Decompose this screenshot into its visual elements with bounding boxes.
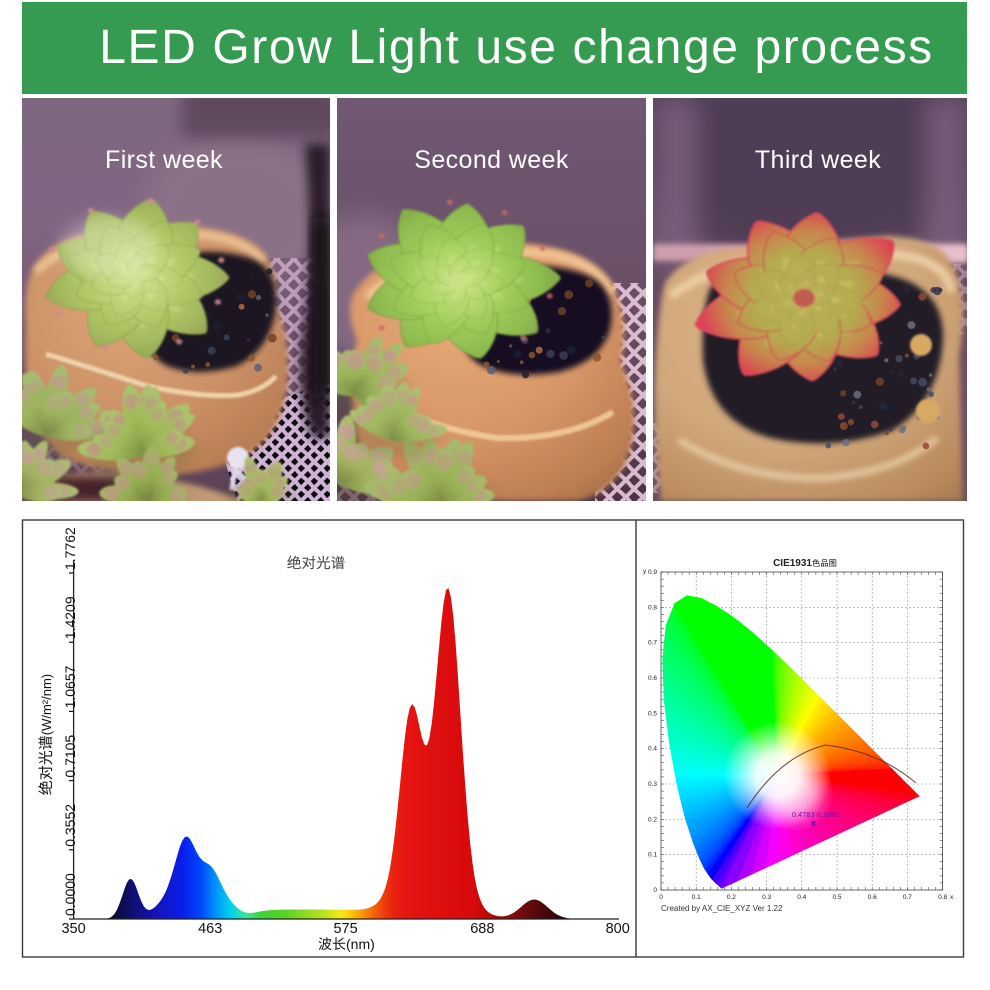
svg-text:575: 575 <box>333 921 357 937</box>
svg-text:1.7762: 1.7762 <box>62 527 78 570</box>
svg-text:0.6: 0.6 <box>648 675 657 682</box>
svg-text:0.2: 0.2 <box>727 894 736 901</box>
svg-text:(nm): (nm) <box>346 936 375 952</box>
svg-text:Created by AX_CIE_XYZ Ver 1.22: Created by AX_CIE_XYZ Ver 1.22 <box>661 904 783 913</box>
svg-text:350: 350 <box>61 921 85 937</box>
svg-text:0.3: 0.3 <box>762 894 771 901</box>
svg-text:0.2: 0.2 <box>648 816 657 823</box>
svg-text:0.3: 0.3 <box>648 781 657 788</box>
svg-text:688: 688 <box>470 921 494 937</box>
svg-text:y: y <box>643 568 647 575</box>
svg-text:0.5: 0.5 <box>648 710 657 717</box>
svg-text:463: 463 <box>198 921 222 937</box>
svg-text:1.4209: 1.4209 <box>62 596 78 639</box>
svg-text:800: 800 <box>606 921 630 937</box>
svg-text:0.4: 0.4 <box>648 746 657 753</box>
svg-text:0.1: 0.1 <box>648 852 657 859</box>
svg-text:0.7: 0.7 <box>903 894 912 901</box>
svg-text:0.8: 0.8 <box>938 894 947 901</box>
svg-text:x: x <box>950 894 954 901</box>
svg-text:0: 0 <box>653 887 657 894</box>
svg-text:0.0000: 0.0000 <box>62 873 78 916</box>
svg-text:0.4783 0.1942: 0.4783 0.1942 <box>792 810 839 819</box>
svg-text:0.9: 0.9 <box>648 569 657 576</box>
svg-text:0.8: 0.8 <box>648 604 657 611</box>
svg-text:0.3552: 0.3552 <box>62 804 78 847</box>
svg-text:1.0657: 1.0657 <box>62 665 78 708</box>
svg-text:0: 0 <box>659 894 663 901</box>
svg-text:0.5: 0.5 <box>832 894 841 901</box>
svg-text:CIE1931: CIE1931 <box>773 558 812 569</box>
svg-text:0.7: 0.7 <box>648 640 657 647</box>
svg-text:0.1: 0.1 <box>692 894 701 901</box>
svg-text:(W/m²/nm): (W/m²/nm) <box>39 674 54 735</box>
svg-text:0.6: 0.6 <box>868 894 877 901</box>
svg-text:0.7105: 0.7105 <box>62 735 78 778</box>
svg-text:0.4: 0.4 <box>797 894 806 901</box>
